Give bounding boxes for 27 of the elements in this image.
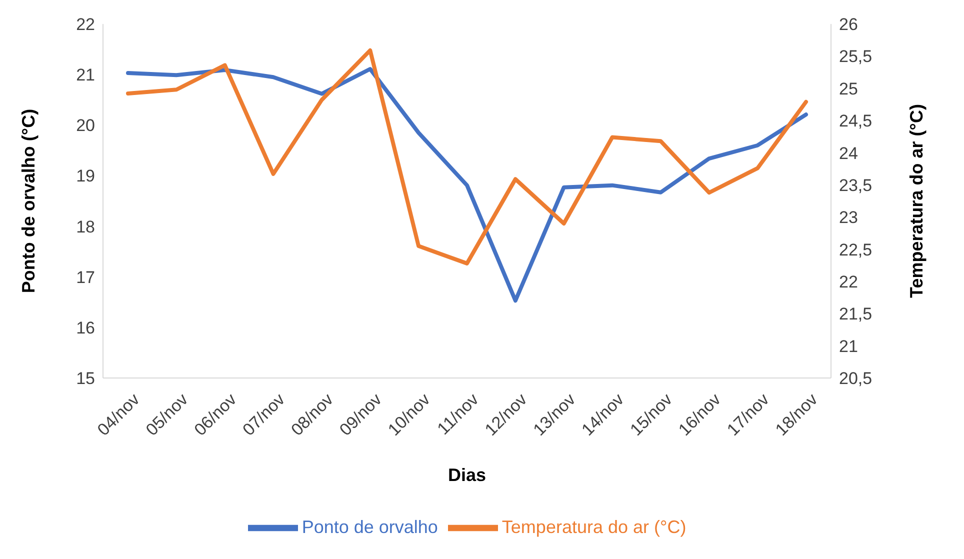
line-series [126, 48, 808, 266]
y-axis-title: Ponto de orvalho (°C) [18, 108, 38, 294]
y2-tick-label: 21,5 [839, 304, 872, 324]
y2-tick-label: 20,5 [839, 369, 872, 388]
legend-label: Ponto de orvalho [302, 516, 438, 537]
y2-tick-label: 24,5 [839, 112, 872, 131]
y2-tick-label: 25 [839, 79, 858, 98]
y2-tick-label: 23 [839, 208, 858, 228]
y-tick-label: 16 [76, 318, 95, 338]
y-tick-label: 22 [76, 15, 95, 34]
y2-axis-title: Temperatura do ar (°C) [906, 104, 926, 298]
y-tick-label: 19 [76, 166, 95, 186]
y2-tick-label: 26 [839, 15, 858, 34]
y2-tick-label: 22 [839, 272, 858, 292]
y2-tick-label: 23,5 [839, 176, 872, 195]
y-tick-label: 20 [76, 116, 95, 136]
y-tick-label: 15 [76, 369, 95, 388]
y-tick-label: 21 [76, 66, 95, 85]
line-series [126, 67, 808, 303]
y2-tick-label: 22,5 [839, 240, 872, 260]
y2-tick-label: 21 [839, 336, 858, 356]
y2-tick-label: 24 [839, 144, 858, 163]
x-axis-title: Dias [448, 465, 486, 485]
y2-tick-label: 25,5 [839, 47, 872, 66]
y-tick-label: 18 [76, 217, 95, 236]
legend-label: Temperatura do ar (°C) [502, 516, 686, 537]
y-tick-label: 17 [76, 268, 95, 287]
